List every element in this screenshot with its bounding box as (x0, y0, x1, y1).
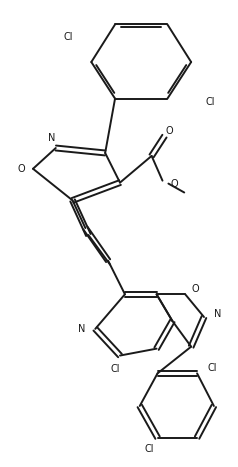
Text: Cl: Cl (145, 445, 154, 454)
Text: O: O (170, 178, 178, 189)
Text: Cl: Cl (63, 32, 73, 42)
Text: N: N (48, 133, 55, 143)
Text: O: O (17, 164, 25, 174)
Text: Cl: Cl (206, 97, 215, 106)
Text: O: O (191, 284, 199, 294)
Text: O: O (166, 126, 173, 136)
Text: N: N (214, 309, 221, 319)
Text: N: N (78, 324, 85, 334)
Text: Cl: Cl (207, 363, 217, 374)
Text: Cl: Cl (110, 364, 120, 375)
